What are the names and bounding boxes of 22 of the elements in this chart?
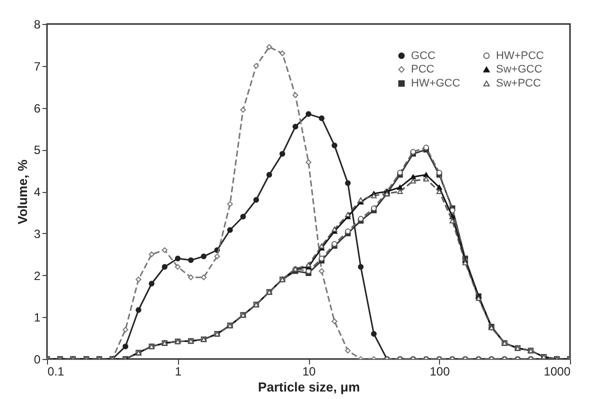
legend-label: Sw+GCC <box>496 64 542 76</box>
y-tick-label: 1 <box>34 310 41 325</box>
y-tick-label: 7 <box>34 59 41 74</box>
x-tick-label: 1000 <box>544 364 571 378</box>
y-tick-label: 3 <box>34 226 41 241</box>
x-axis-title: Particle size, μm <box>258 380 360 394</box>
legend-label: Sw+PCC <box>496 78 541 90</box>
x-tick-label: 100 <box>430 364 450 378</box>
x-tick-label: 0.1 <box>48 364 65 378</box>
y-tick-label: 5 <box>34 143 41 158</box>
y-tick-label: 0 <box>34 352 41 366</box>
x-tick-label: 10 <box>302 364 316 378</box>
legend-label: HW+GCC <box>411 78 460 90</box>
legend-label: HW+PCC <box>496 50 544 62</box>
y-tick-label: 8 <box>34 18 41 32</box>
y-axis-title: Volume, % <box>14 159 30 224</box>
x-tick-label: 1 <box>174 364 182 378</box>
legend-label: PCC <box>411 64 434 76</box>
y-tick-label: 4 <box>34 185 41 199</box>
y-tick-label: 6 <box>34 101 41 116</box>
y-tick-label: 2 <box>34 268 41 283</box>
legend-label: GCC <box>411 50 436 62</box>
